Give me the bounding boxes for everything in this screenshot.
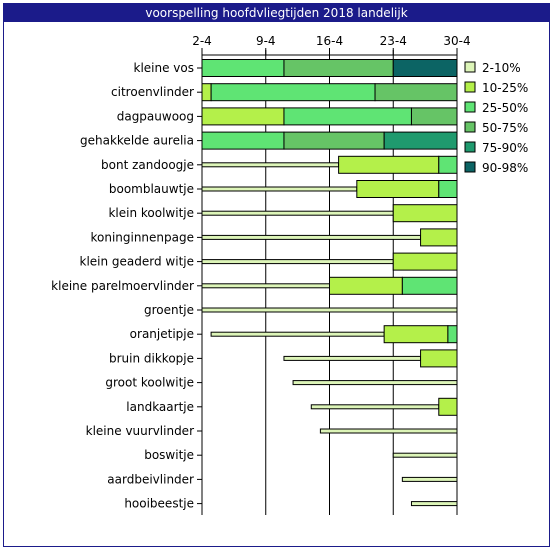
bar-segment-10-25pct: [438, 397, 458, 416]
species-label: groentje: [144, 303, 194, 317]
species-label: dagpauwoog: [117, 109, 194, 123]
bar-segment-2-10pct: [410, 501, 458, 507]
bar-segment-25-50pct: [201, 59, 285, 77]
x-tick-label: 23-4: [380, 34, 407, 48]
legend-label: 10-25%: [482, 81, 528, 95]
bar-segment-10-25pct: [420, 228, 458, 247]
bar-segment-10-25pct: [392, 252, 458, 271]
legend-label: 25-50%: [482, 101, 528, 115]
bar-segment-2-10pct: [201, 259, 394, 265]
chart-title: voorspelling hoofdvliegtijden 2018 lande…: [4, 4, 549, 22]
bar-segment-25-50pct: [210, 83, 376, 102]
bar-segment-2-10pct: [401, 476, 458, 482]
species-label: oranjetipje: [130, 327, 194, 341]
species-label: klein koolwitje: [108, 206, 194, 220]
bar-segment-2-10pct: [283, 355, 422, 361]
bar-segment-75-90pct: [383, 131, 458, 150]
x-tick-label: 2-4: [192, 34, 212, 48]
bar-segment-2-10pct: [201, 162, 340, 168]
x-tick-label: 9-4: [256, 34, 276, 48]
bar-segment-25-50pct: [201, 131, 285, 150]
bar-segment-25-50pct: [438, 180, 458, 198]
legend-swatch: [464, 141, 476, 153]
bar-segment-2-10pct: [201, 210, 394, 216]
species-label: boomblauwtje: [109, 182, 194, 196]
bar-segment-50-75pct: [374, 83, 458, 102]
bar-segment-10-25pct: [338, 155, 440, 174]
legend-swatch: [464, 161, 476, 173]
legend-label: 50-75%: [482, 121, 528, 135]
bar-segment-25-50pct: [283, 107, 412, 126]
bar-segment-10-25pct: [383, 325, 449, 344]
legend-swatch: [464, 101, 476, 113]
legend-label: 75-90%: [482, 141, 528, 155]
species-label: bruin dikkopje: [109, 351, 194, 365]
bar-segment-50-75pct: [283, 59, 394, 77]
species-label: landkaartje: [126, 400, 194, 414]
x-tick-label: 30-4: [443, 34, 470, 48]
species-label: hooibeestje: [124, 497, 194, 511]
species-label: aardbeivlinder: [107, 472, 194, 486]
bar-segment-25-50pct: [438, 155, 458, 174]
legend-swatch: [464, 121, 476, 133]
species-label: klein geaderd witje: [80, 255, 195, 269]
bar-segment-10-25pct: [201, 83, 212, 102]
bar-segment-10-25pct: [201, 107, 285, 126]
species-label: gehakkelde aurelia: [80, 134, 194, 148]
species-label: koninginnenpage: [90, 230, 194, 244]
bar-segment-90-98pct: [392, 59, 458, 77]
bar-segment-10-25pct: [329, 276, 403, 295]
bar-segment-50-75pct: [283, 131, 385, 150]
legend-label: 90-98%: [482, 161, 528, 175]
bar-segment-2-10pct: [201, 283, 330, 289]
bar-segment-50-75pct: [410, 107, 458, 126]
legend-swatch: [464, 61, 476, 73]
x-tick-label: 16-4: [316, 34, 343, 48]
bar-segment-2-10pct: [201, 234, 422, 240]
bar-segment-10-25pct: [356, 180, 440, 198]
species-label: kleine vos: [134, 61, 195, 75]
bar-segment-25-50pct: [401, 276, 458, 295]
species-label: groot koolwitje: [105, 376, 194, 390]
species-label: citroenvlinder: [111, 85, 194, 99]
legend-label: 2-10%: [482, 61, 521, 75]
species-label: bont zandoogje: [101, 158, 194, 172]
bar-segment-10-25pct: [420, 349, 458, 368]
legend-swatch: [464, 81, 476, 93]
bar-segment-10-25pct: [392, 204, 458, 223]
bar-segment-2-10pct: [210, 331, 385, 337]
bar-segment-2-10pct: [201, 307, 458, 313]
bar-segment-2-10pct: [392, 452, 458, 458]
species-label: kleine vuurvlinder: [86, 424, 194, 438]
bar-segment-25-50pct: [447, 325, 458, 344]
bar-segment-2-10pct: [310, 404, 440, 410]
bar-segment-2-10pct: [292, 380, 458, 386]
species-label: boswitje: [144, 448, 194, 462]
bar-segment-2-10pct: [201, 186, 358, 192]
species-label: kleine parelmoervlinder: [51, 279, 194, 293]
bar-segment-2-10pct: [319, 428, 458, 434]
